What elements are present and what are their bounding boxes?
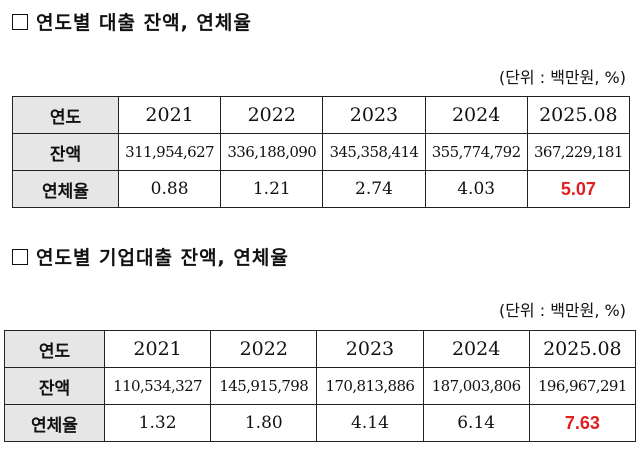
table-row: 연체율 0.88 1.21 2.74 4.03 5.07 xyxy=(12,170,631,208)
section2-unit: (단위 : 백만원, %) xyxy=(498,301,626,320)
highlight-cell: 5.07 xyxy=(526,170,631,208)
checkbox-square-icon xyxy=(12,14,28,30)
table-cell: 0.88 xyxy=(117,170,222,208)
checkbox-square-icon xyxy=(12,249,28,265)
table-cell: 311,954,627 xyxy=(117,133,222,171)
table-cell: 345,358,414 xyxy=(322,133,426,171)
header-cell: 2021 xyxy=(103,330,212,368)
header-cell: 연도 xyxy=(12,96,119,134)
header-cell: 2023 xyxy=(322,96,426,134)
table-row: 잔액 110,534,327 145,915,798 170,813,886 1… xyxy=(4,367,637,405)
table-row: 연체율 1.32 1.80 4.14 6.14 7.63 xyxy=(4,404,637,442)
loan-balance-table: 연도 2021 2022 2023 2024 2025.08 잔액 311,95… xyxy=(12,96,631,208)
table-cell: 196,967,291 xyxy=(528,367,637,405)
header-cell: 2023 xyxy=(316,330,424,368)
corporate-loan-table: 연도 2021 2022 2023 2024 2025.08 잔액 110,53… xyxy=(4,330,637,442)
header-cell: 2022 xyxy=(220,96,324,134)
table-cell: 336,188,090 xyxy=(220,133,324,171)
table-cell: 355,774,792 xyxy=(424,133,528,171)
table-cell: 1.80 xyxy=(210,404,318,442)
table-header-row: 연도 2021 2022 2023 2024 2025.08 xyxy=(12,96,631,134)
table-cell: 1.32 xyxy=(103,404,212,442)
table-cell: 2.74 xyxy=(322,170,426,208)
section1-title: 연도별 대출 잔액, 연체율 xyxy=(12,8,252,35)
header-cell: 2022 xyxy=(210,330,318,368)
table-cell: 187,003,806 xyxy=(422,367,530,405)
table-cell: 145,915,798 xyxy=(210,367,318,405)
header-cell: 연도 xyxy=(4,330,105,368)
highlight-cell: 7.63 xyxy=(528,404,637,442)
row-label: 연체율 xyxy=(12,170,119,208)
row-label: 연체율 xyxy=(4,404,105,442)
table-cell: 1.21 xyxy=(220,170,324,208)
table-cell: 367,229,181 xyxy=(526,133,631,171)
table-cell: 110,534,327 xyxy=(103,367,212,405)
table-header-row: 연도 2021 2022 2023 2024 2025.08 xyxy=(4,330,637,368)
section1-unit: (단위 : 백만원, %) xyxy=(498,68,626,87)
table-cell: 4.03 xyxy=(424,170,528,208)
table-cell: 4.14 xyxy=(316,404,424,442)
header-cell: 2024 xyxy=(424,96,528,134)
table-row: 잔액 311,954,627 336,188,090 345,358,414 3… xyxy=(12,133,631,171)
table-cell: 170,813,886 xyxy=(316,367,424,405)
row-label: 잔액 xyxy=(12,133,119,171)
header-cell: 2024 xyxy=(422,330,530,368)
section2-title: 연도별 기업대출 잔액, 연체율 xyxy=(12,243,289,270)
row-label: 잔액 xyxy=(4,367,105,405)
header-cell: 2025.08 xyxy=(526,96,631,134)
table-cell: 6.14 xyxy=(422,404,530,442)
header-cell: 2021 xyxy=(117,96,222,134)
header-cell: 2025.08 xyxy=(528,330,637,368)
